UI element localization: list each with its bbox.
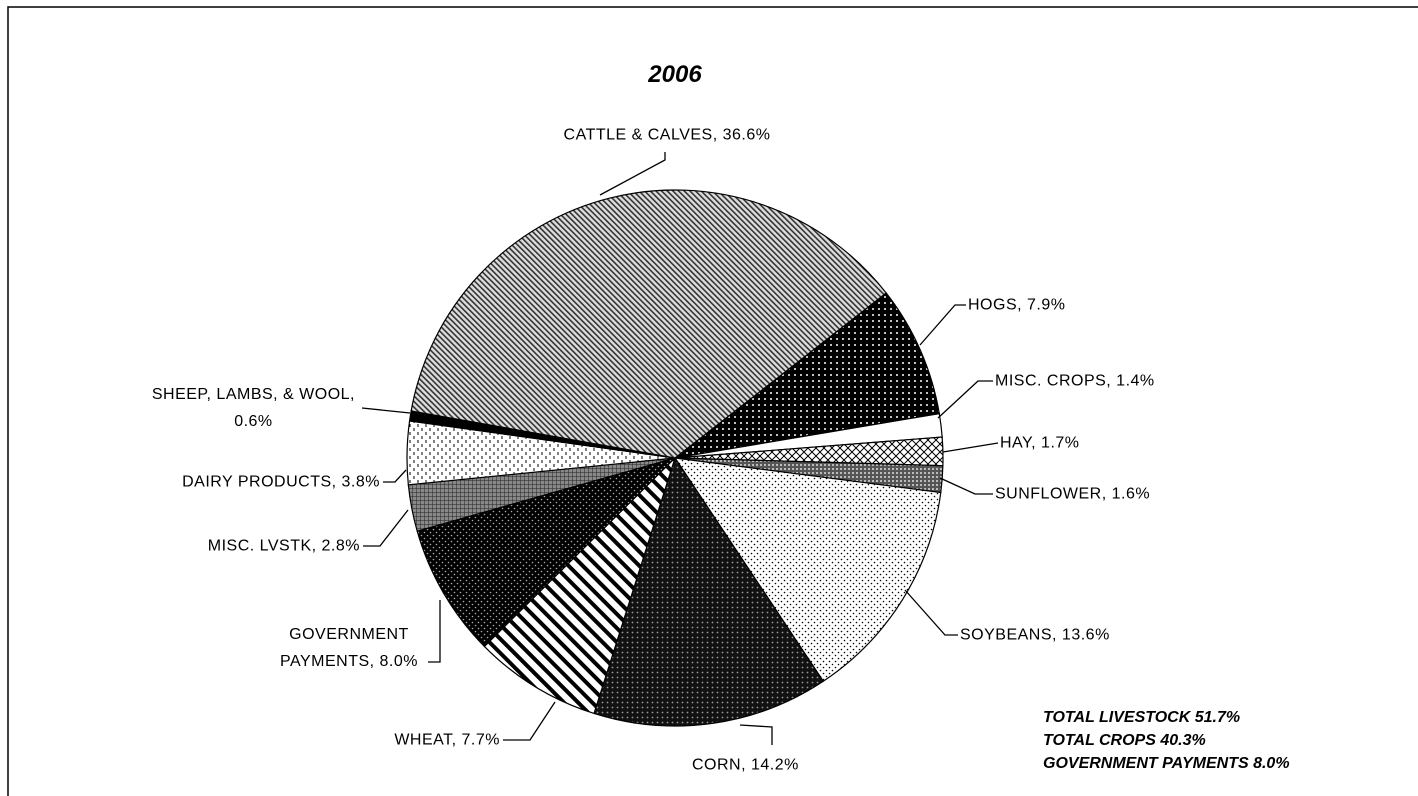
data-label: WHEAT, 7.7% [394,731,500,749]
leader-line [361,407,411,414]
pie-slice [593,456,825,727]
frame [7,6,1418,796]
leader-line [942,442,999,453]
leader-line [937,380,993,419]
data-label: GOVERNMENT PAYMENTS, 8.0% [280,626,418,670]
data-label: HOGS, 7.9% [968,296,1066,314]
leader-line [503,701,556,741]
leader-line [363,509,409,547]
data-label: MISC. CROPS, 1.4% [995,372,1155,390]
annotation: GOVERNMENT PAYMENTS 8.0% [1043,755,1290,772]
data-label: SUNFLOWER, 1.6% [995,485,1151,503]
data-label: CATTLE & CALVES, 36.6% [563,126,771,144]
pie-slice [674,292,940,459]
data-label: HAY, 1.7% [1000,434,1080,452]
leader-line [939,477,993,495]
annotation: TOTAL CROPS 40.3% [1043,732,1206,749]
leader-line [383,469,407,483]
chart-title: 2006 [648,61,702,88]
data-label: SOYBEANS, 13.6% [960,626,1110,644]
data-label: SHEEP, LAMBS, & WOOL, 0.6% [151,386,355,430]
leader-line [739,724,773,745]
data-label: CORN, 14.2% [692,756,799,774]
pie-slice [416,457,676,648]
pie-slice [673,457,942,683]
pie-slice [410,189,888,459]
annotation: TOTAL LIVESTOCK 51.7% [1043,709,1241,726]
leader-line [428,600,441,663]
leader-line [599,152,666,196]
data-label: DAIRY PRODUCTS, 3.8% [182,473,380,491]
leader-line [919,304,966,346]
leader-line [904,589,958,636]
data-label: MISC. LVSTK, 2.8% [207,537,360,555]
pie-slice [483,457,676,715]
